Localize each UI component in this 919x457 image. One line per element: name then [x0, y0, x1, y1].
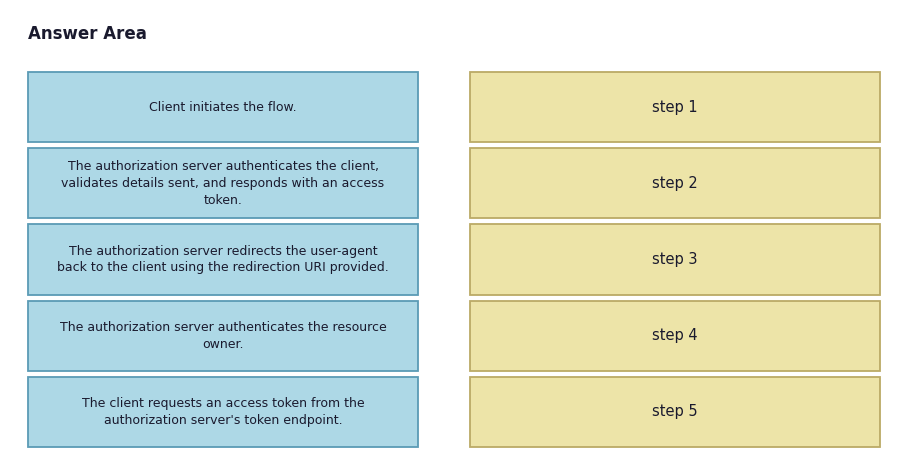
FancyBboxPatch shape — [28, 224, 417, 295]
FancyBboxPatch shape — [28, 377, 417, 447]
FancyBboxPatch shape — [470, 148, 879, 218]
Text: step 3: step 3 — [652, 252, 697, 267]
FancyBboxPatch shape — [470, 301, 879, 371]
FancyBboxPatch shape — [470, 377, 879, 447]
Text: Answer Area: Answer Area — [28, 25, 147, 43]
Text: step 2: step 2 — [652, 176, 698, 191]
Text: The client requests an access token from the
authorization server's token endpoi: The client requests an access token from… — [82, 397, 364, 427]
Text: step 1: step 1 — [652, 100, 697, 115]
Text: Client initiates the flow.: Client initiates the flow. — [149, 101, 297, 114]
Text: The authorization server authenticates the resource
owner.: The authorization server authenticates t… — [60, 321, 386, 351]
FancyBboxPatch shape — [470, 224, 879, 295]
Text: step 5: step 5 — [652, 404, 697, 420]
Text: step 4: step 4 — [652, 328, 697, 343]
FancyBboxPatch shape — [28, 72, 417, 142]
FancyBboxPatch shape — [28, 148, 417, 218]
Text: The authorization server authenticates the client,
validates details sent, and r: The authorization server authenticates t… — [62, 160, 384, 207]
Text: The authorization server redirects the user-agent
back to the client using the r: The authorization server redirects the u… — [57, 244, 389, 275]
FancyBboxPatch shape — [28, 301, 417, 371]
FancyBboxPatch shape — [470, 72, 879, 142]
